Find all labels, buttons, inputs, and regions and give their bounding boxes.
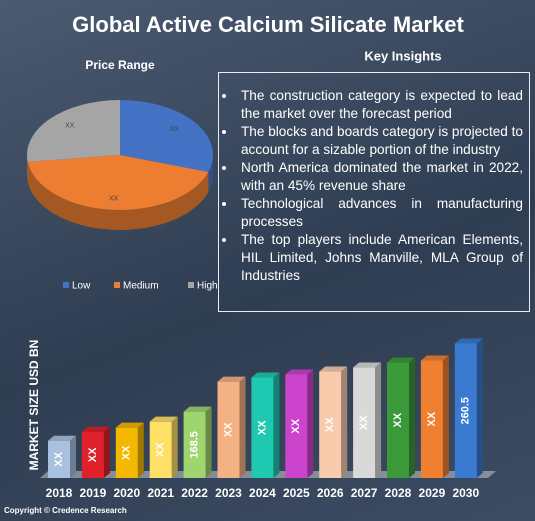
bar: [251, 377, 274, 478]
x-tick-label: 2029: [419, 486, 446, 500]
bar-label: XX: [392, 412, 404, 427]
x-tick-label: 2025: [283, 486, 310, 500]
pie-slice: [27, 100, 120, 162]
insight: North America dominated the market in 20…: [237, 159, 523, 195]
x-tick-label: 2019: [80, 486, 107, 500]
bar: [454, 343, 477, 478]
bar: [48, 440, 70, 478]
bar-label: XX: [87, 447, 99, 462]
pie-side: [208, 155, 213, 192]
bar-top: [251, 372, 280, 378]
legend-swatch: [188, 282, 194, 288]
pie-title: Price Range: [85, 58, 155, 72]
pie-side: [27, 161, 209, 230]
y-axis-label: MARKET SIZE USD BN: [27, 340, 41, 471]
insights-box: The construction category is expected to…: [218, 72, 530, 312]
bar-side: [409, 357, 415, 478]
bar: [149, 421, 172, 478]
legend-swatch: [114, 282, 120, 288]
bar-top: [48, 435, 76, 441]
bar: [183, 411, 206, 478]
x-tick-label: 2024: [249, 486, 276, 500]
legend-label: High: [197, 281, 218, 292]
legend-label: Low: [72, 281, 91, 292]
pie-slice: [120, 100, 213, 172]
bar-top: [183, 406, 212, 412]
bar-top: [387, 357, 415, 363]
bar-label: XX: [358, 415, 370, 430]
bar-top: [353, 362, 382, 368]
bar-label: XX: [290, 418, 302, 433]
insight: The blocks and boards category is projec…: [237, 123, 523, 159]
bar: [387, 362, 409, 478]
bar-side: [307, 369, 314, 478]
bar: [353, 367, 376, 478]
bar-label: 260.5: [460, 397, 472, 425]
title: Global Active Calcium Silicate Market: [72, 12, 464, 37]
x-tick-label: 2026: [317, 486, 344, 500]
bar-side: [70, 435, 76, 478]
x-tick-label: 2028: [385, 486, 412, 500]
bar-label: XX: [222, 422, 234, 437]
bar-top: [285, 369, 314, 375]
bar-side: [239, 376, 246, 478]
bar-top: [454, 338, 483, 344]
bar-label: XX: [256, 420, 268, 435]
insights-list: The construction category is expected to…: [223, 87, 523, 285]
bar-top: [217, 376, 246, 382]
insight: The top players include American Element…: [237, 231, 523, 285]
copyright: Copyright © Credence Research: [4, 506, 127, 515]
x-tick-label: 2021: [147, 486, 174, 500]
bar-top: [115, 422, 144, 428]
bar-label: XX: [324, 417, 336, 432]
pie-label: XX: [65, 123, 75, 130]
x-tick-label: 2022: [181, 486, 208, 500]
bar-top: [420, 355, 449, 361]
bar-side: [171, 416, 178, 478]
bar-side: [103, 426, 110, 478]
x-tick-label: 2023: [215, 486, 242, 500]
bar: [81, 431, 104, 478]
bar-side: [205, 406, 212, 478]
insight: Technological advances in manufacturing …: [237, 195, 523, 231]
insights-heading: Key Insights: [364, 48, 441, 63]
bar-label: XX: [155, 442, 167, 457]
bar-label: XX: [53, 451, 65, 466]
pie-label: XX: [169, 126, 179, 133]
bar-label: 168.5: [189, 431, 201, 459]
bar-top: [319, 366, 348, 372]
bar: [217, 381, 240, 478]
x-tick-label: 2018: [46, 486, 73, 500]
legend-label: Medium: [123, 281, 159, 292]
bar-side: [476, 338, 483, 478]
bar-top: [81, 426, 110, 432]
bar: [420, 360, 443, 478]
bar-side: [442, 355, 449, 478]
bar: [115, 427, 138, 478]
bar-side: [137, 422, 144, 478]
bar-label: XX: [121, 445, 133, 460]
bar-side: [375, 362, 382, 478]
x-tick-label: 2030: [452, 486, 479, 500]
pie-label: XX: [109, 196, 119, 203]
bar-side: [273, 372, 280, 478]
bar-side: [341, 366, 348, 478]
bar-top: [149, 416, 178, 422]
bar: [319, 371, 342, 478]
bar: [285, 374, 308, 478]
insight: The construction category is expected to…: [237, 87, 523, 123]
legend-swatch: [63, 282, 69, 288]
pie-slice: [27, 155, 209, 211]
x-tick-label: 2027: [351, 486, 378, 500]
x-tick-label: 2020: [113, 486, 140, 500]
bar-label: XX: [426, 411, 438, 426]
pie-side: [27, 155, 28, 182]
